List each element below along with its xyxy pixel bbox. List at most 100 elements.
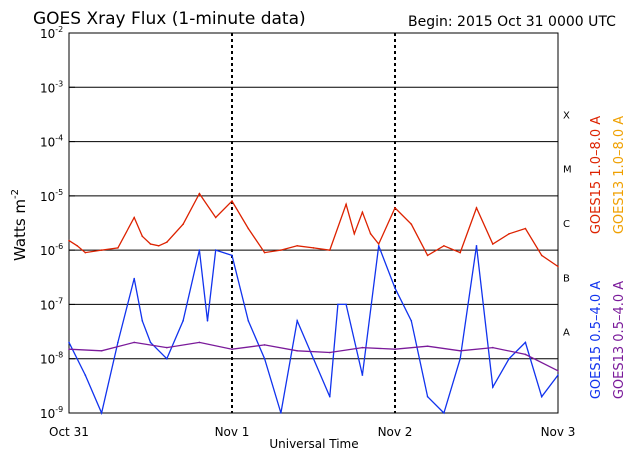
data-point xyxy=(214,216,217,219)
data-point xyxy=(426,395,429,398)
data-point xyxy=(377,245,380,247)
series-line xyxy=(68,192,559,268)
data-point xyxy=(166,241,168,243)
data-point xyxy=(426,345,429,348)
data-point xyxy=(524,353,527,356)
data-point xyxy=(263,357,266,360)
data-point xyxy=(524,341,527,344)
flare-class-b: B xyxy=(563,273,570,284)
y-axis-label-base: Watts m xyxy=(11,199,29,261)
y-tick-label: 10-4 xyxy=(40,134,63,150)
data-point xyxy=(459,357,462,360)
data-point xyxy=(166,357,168,360)
data-point xyxy=(557,265,559,268)
chart-title: GOES Xray Flux (1-minute data) xyxy=(33,9,306,29)
data-point xyxy=(475,245,478,247)
x-tick-label: Nov 3 xyxy=(541,425,576,439)
data-point xyxy=(345,203,347,206)
data-point xyxy=(263,251,266,254)
data-point xyxy=(280,412,282,414)
series-line xyxy=(68,341,559,372)
data-point xyxy=(410,223,413,225)
data-point xyxy=(84,251,87,254)
data-point xyxy=(133,341,135,344)
data-point xyxy=(540,395,543,398)
flare-class-c: C xyxy=(563,219,570,230)
data-point xyxy=(524,227,527,230)
data-point xyxy=(296,320,299,322)
data-point xyxy=(68,239,70,242)
data-point xyxy=(540,254,543,257)
data-point xyxy=(394,207,396,209)
data-point xyxy=(68,341,70,344)
x-tick-labels: Oct 31 Nov 1 Nov 2 Nov 3 xyxy=(49,425,575,439)
data-point xyxy=(117,341,119,344)
data-point xyxy=(141,235,144,238)
data-point xyxy=(361,346,364,349)
y-tick-label: 10-6 xyxy=(40,242,63,258)
data-point xyxy=(345,303,347,306)
legend: GOES15 1.0–8.0 A GOES13 1.0–8.0 A GOES15 0… xyxy=(589,116,627,399)
y-tick-label: 10-9 xyxy=(40,405,63,421)
y-tick-label: 10-3 xyxy=(40,79,63,95)
data-point xyxy=(100,350,103,352)
series-line xyxy=(68,245,559,416)
data-point xyxy=(198,249,201,251)
flare-class-labels: X M C B A xyxy=(563,110,572,338)
data-point xyxy=(557,370,559,372)
data-point xyxy=(100,412,103,414)
data-point xyxy=(231,200,233,202)
legend-entry: GOES15 1.0–8.0 A xyxy=(589,116,604,234)
data-point xyxy=(206,320,209,322)
data-point xyxy=(100,249,103,251)
data-point xyxy=(247,227,250,230)
data-point xyxy=(557,374,559,376)
data-point xyxy=(198,341,201,344)
flare-class-x: X xyxy=(563,110,570,121)
data-point xyxy=(369,233,372,235)
data-point xyxy=(214,249,217,251)
data-point xyxy=(117,247,119,249)
y-tick-label: 10-8 xyxy=(40,351,63,367)
data-point xyxy=(133,216,135,219)
data-point xyxy=(492,386,494,388)
data-point xyxy=(149,341,152,344)
data-point xyxy=(492,243,494,245)
data-point xyxy=(361,211,364,213)
flare-class-m: M xyxy=(563,165,572,176)
data-point xyxy=(443,245,445,247)
data-point xyxy=(247,320,250,322)
data-point xyxy=(508,233,510,235)
data-point xyxy=(459,350,462,352)
y-tick-label: 10-7 xyxy=(40,296,63,312)
x-tick-label: Nov 2 xyxy=(378,425,413,439)
data-point xyxy=(329,395,331,398)
data-point xyxy=(141,320,144,322)
legend-entry: GOES13 1.0–8.0 A xyxy=(612,116,627,234)
data-point xyxy=(231,348,233,351)
data-point xyxy=(133,277,135,280)
data-point xyxy=(296,350,299,352)
data-point xyxy=(296,245,299,247)
begin-time-label: Begin: 2015 Oct 31 0000 UTC xyxy=(408,14,616,30)
data-point xyxy=(459,251,462,254)
y-axis-label-exp: -2 xyxy=(10,189,21,199)
data-point xyxy=(198,192,201,195)
data-point xyxy=(68,348,70,351)
data-point xyxy=(329,351,331,354)
data-point xyxy=(337,303,339,306)
data-point xyxy=(84,374,87,376)
x-tick-label: Nov 1 xyxy=(215,425,250,439)
x-axis-label: Universal Time xyxy=(269,437,358,451)
data-point xyxy=(508,357,510,360)
data-point xyxy=(231,254,233,257)
data-point xyxy=(182,320,184,322)
data-point xyxy=(394,287,396,289)
legend-entry: GOES15 0.5–4.0 A xyxy=(589,281,604,399)
data-point xyxy=(182,223,184,225)
data-point xyxy=(377,243,380,245)
data-point xyxy=(353,233,356,235)
data-point xyxy=(263,344,266,346)
x-tick-label: Oct 31 xyxy=(49,425,89,439)
